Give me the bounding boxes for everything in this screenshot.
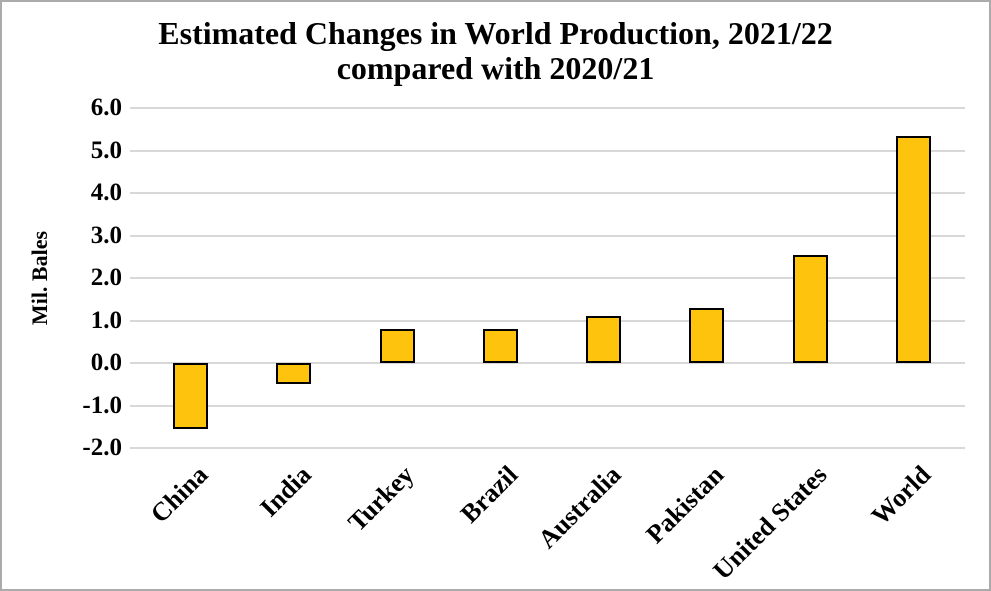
gridline (139, 319, 965, 322)
gridline (139, 447, 965, 449)
bar-china (173, 363, 209, 429)
y-tick-label: 2.0 (90, 264, 122, 291)
y-tick-label: -2.0 (82, 434, 122, 461)
x-category-label: Turkey (342, 460, 420, 538)
gridline (139, 192, 965, 194)
x-category-label: Pakistan (640, 460, 730, 549)
bar-australia (586, 316, 622, 363)
y-tick-label: 3.0 (90, 221, 122, 249)
y-tick-mark (130, 362, 146, 364)
y-tick-label: 6.0 (90, 94, 122, 121)
y-tick-mark (130, 277, 146, 279)
gridline (139, 277, 965, 279)
y-tick-mark (130, 234, 146, 237)
gridline (139, 107, 965, 109)
gridline (139, 149, 965, 152)
bar-pakistan (689, 307, 725, 363)
x-category-label: China (144, 460, 214, 529)
bar-india (276, 363, 312, 385)
bar-turkey (379, 329, 415, 363)
x-category-label: World (865, 460, 936, 531)
x-category-label: Brazil (454, 460, 523, 529)
y-tick-mark (130, 149, 146, 152)
bar-world (895, 135, 931, 363)
y-tick-mark (130, 192, 146, 194)
y-tick-label: 0.0 (90, 349, 122, 376)
y-tick-label: -1.0 (82, 391, 122, 419)
x-category-label: India (253, 460, 317, 523)
bar-brazil (482, 329, 518, 363)
gridline (139, 404, 965, 407)
y-tick-mark (130, 404, 146, 407)
y-tick-mark (130, 319, 146, 322)
y-tick-label: 1.0 (90, 306, 122, 334)
y-tick-mark (130, 447, 146, 449)
gridline (139, 362, 965, 364)
x-category-label: Australia (532, 460, 627, 555)
chart-title-line2: compared with 2020/21 (336, 50, 655, 86)
gridline (139, 234, 965, 237)
chart-title-line1: Estimated Changes in World Production, 2… (158, 15, 833, 51)
y-tick-label: 5.0 (90, 136, 122, 164)
chart-title: Estimated Changes in World Production, 2… (2, 16, 989, 86)
y-tick-label: 4.0 (90, 179, 122, 206)
bar-united-states (792, 254, 828, 363)
y-tick-mark (130, 107, 146, 109)
